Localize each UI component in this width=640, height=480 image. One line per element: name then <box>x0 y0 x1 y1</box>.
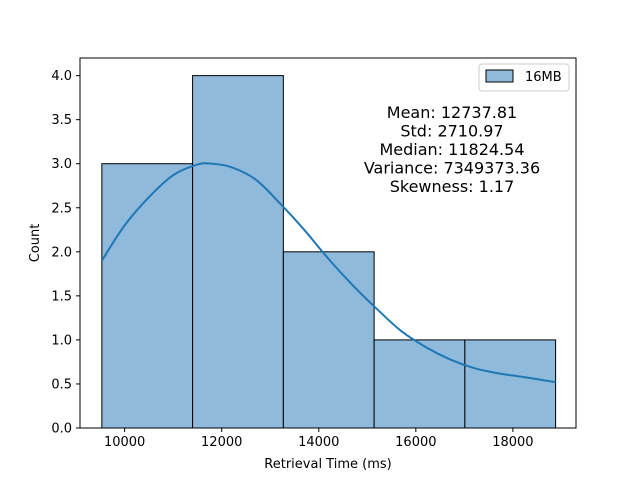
x-tick-label: 12000 <box>201 435 242 450</box>
stats-line-2: Std: 2710.97 <box>400 122 503 141</box>
x-tick-label: 18000 <box>492 435 533 450</box>
histogram-bar-2 <box>192 75 284 429</box>
y-tick-label: 2.0 <box>51 245 72 260</box>
stats-line-5: Skewness: 1.17 <box>390 177 515 196</box>
y-tick-label: 4.0 <box>51 69 72 84</box>
y-tick-label: 0.5 <box>51 377 72 392</box>
x-tick-label: 16000 <box>395 435 436 450</box>
y-tick-label: 3.0 <box>51 157 72 172</box>
stats-line-4: Variance: 7349373.36 <box>364 159 540 178</box>
x-tick-label: 14000 <box>298 435 339 450</box>
y-tick-label: 2.5 <box>51 201 72 216</box>
x-axis-ticks: 10000 12000 14000 16000 18000 <box>104 428 534 450</box>
histogram-bar-5 <box>464 339 557 429</box>
stats-line-3: Median: 11824.54 <box>379 140 524 159</box>
x-axis-label: Retrieval Time (ms) <box>264 457 391 472</box>
histogram-bar-4 <box>373 339 466 429</box>
y-tick-label: 1.5 <box>51 289 72 304</box>
y-tick-label: 3.5 <box>51 113 72 128</box>
histogram-bar-3 <box>282 251 375 429</box>
kde-curve <box>101 162 556 384</box>
y-tick-label: 0.0 <box>51 422 72 437</box>
y-tick-label: 1.0 <box>51 333 72 348</box>
plot-frame <box>79 57 577 429</box>
legend-label-16mb: 16MB <box>525 70 562 85</box>
legend: 16MB <box>478 63 570 92</box>
histogram-bar-1 <box>101 163 194 429</box>
legend-swatch-16mb <box>485 69 514 83</box>
y-axis-ticks: 0.0 0.5 1.0 1.5 2.0 2.5 3.0 3.5 4.0 <box>51 69 80 437</box>
y-axis-label: Count <box>28 224 43 263</box>
stats-line-1: Mean: 12737.81 <box>387 103 517 122</box>
histogram-bars <box>101 75 557 429</box>
x-tick-label: 10000 <box>104 435 145 450</box>
